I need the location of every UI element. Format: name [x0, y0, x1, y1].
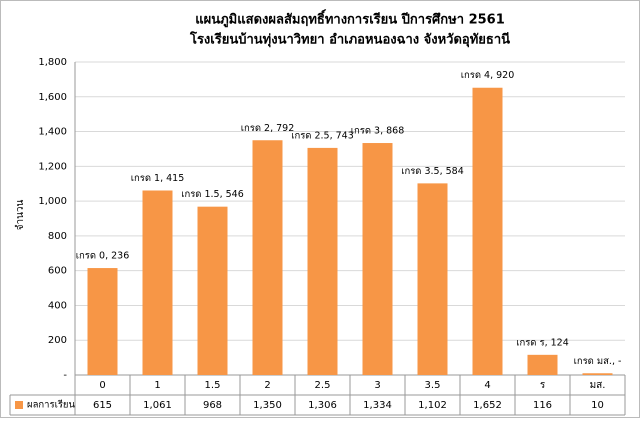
- bar: [252, 140, 283, 375]
- bar: [87, 268, 118, 375]
- x-tick-label: 3: [374, 380, 380, 391]
- table-value: 1,652: [473, 400, 502, 411]
- table-value: 615: [93, 400, 112, 411]
- bar: [142, 190, 173, 375]
- bar: [527, 354, 558, 375]
- y-tick-label: 1,000: [38, 196, 67, 207]
- y-tick-label: 1,600: [38, 92, 67, 103]
- chart-subtitle: โรงเรียนบ้านทุ่งนาวิทยา อำเภอหนองฉาง จัง…: [189, 31, 510, 48]
- table-value: 10: [591, 400, 604, 411]
- x-tick-label: 3.5: [425, 380, 441, 391]
- table-value: 1,102: [418, 400, 447, 411]
- bar: [197, 206, 228, 375]
- table-value: 116: [533, 400, 552, 411]
- chart-title: แผนภูมิแสดงผลสัมฤทธิ์ทางการเรียน ปีการศึ…: [195, 9, 505, 28]
- y-axis-label: จำนวน: [15, 199, 26, 230]
- legend-swatch: [15, 401, 23, 409]
- bar-annotation: เกรด 2.5, 743: [291, 130, 354, 141]
- x-tick-label: 2: [264, 380, 270, 391]
- y-tick-label: 1,400: [38, 127, 67, 138]
- x-tick-label: 1.5: [205, 380, 221, 391]
- bar: [582, 373, 613, 375]
- table-value: 968: [203, 400, 222, 411]
- y-tick-label: 1,200: [38, 161, 67, 172]
- y-tick-label: 1,800: [38, 57, 67, 68]
- bar: [417, 183, 448, 375]
- bar: [472, 87, 503, 375]
- y-tick-label: -: [63, 370, 67, 381]
- bar: [307, 147, 338, 375]
- y-tick-label: 200: [48, 335, 67, 346]
- x-tick-label: 2.5: [315, 380, 331, 391]
- bar-annotation: เกรด 1.5, 546: [181, 189, 244, 200]
- bar-annotation: เกรด ร, 124: [516, 337, 569, 348]
- y-tick-label: 400: [48, 300, 67, 311]
- x-tick-label: ร: [540, 380, 546, 391]
- bar-annotation: เกรด 1, 415: [131, 173, 185, 184]
- y-tick-label: 800: [48, 231, 67, 242]
- table-value: 1,334: [363, 400, 392, 411]
- table-value: 1,061: [143, 400, 172, 411]
- x-tick-label: มส.: [590, 380, 606, 391]
- y-tick-label: 600: [48, 266, 67, 277]
- table-value: 1,306: [308, 400, 337, 411]
- x-tick-label: 0: [99, 380, 105, 391]
- bar-annotation: เกรด มส., -: [574, 356, 622, 367]
- legend-label: ผลการเรียน: [27, 399, 75, 411]
- bar-annotation: เกรด 2, 792: [241, 123, 295, 134]
- x-tick-label: 4: [484, 380, 490, 391]
- bar-annotation: เกรด 4, 920: [461, 70, 515, 81]
- table-value: 1,350: [253, 400, 282, 411]
- bar: [362, 143, 393, 375]
- bar-annotation: เกรด 0, 236: [76, 251, 130, 262]
- bar-annotation: เกรด 3.5, 584: [401, 166, 464, 177]
- bar-annotation: เกรด 3, 868: [351, 126, 405, 137]
- x-tick-label: 1: [154, 380, 160, 391]
